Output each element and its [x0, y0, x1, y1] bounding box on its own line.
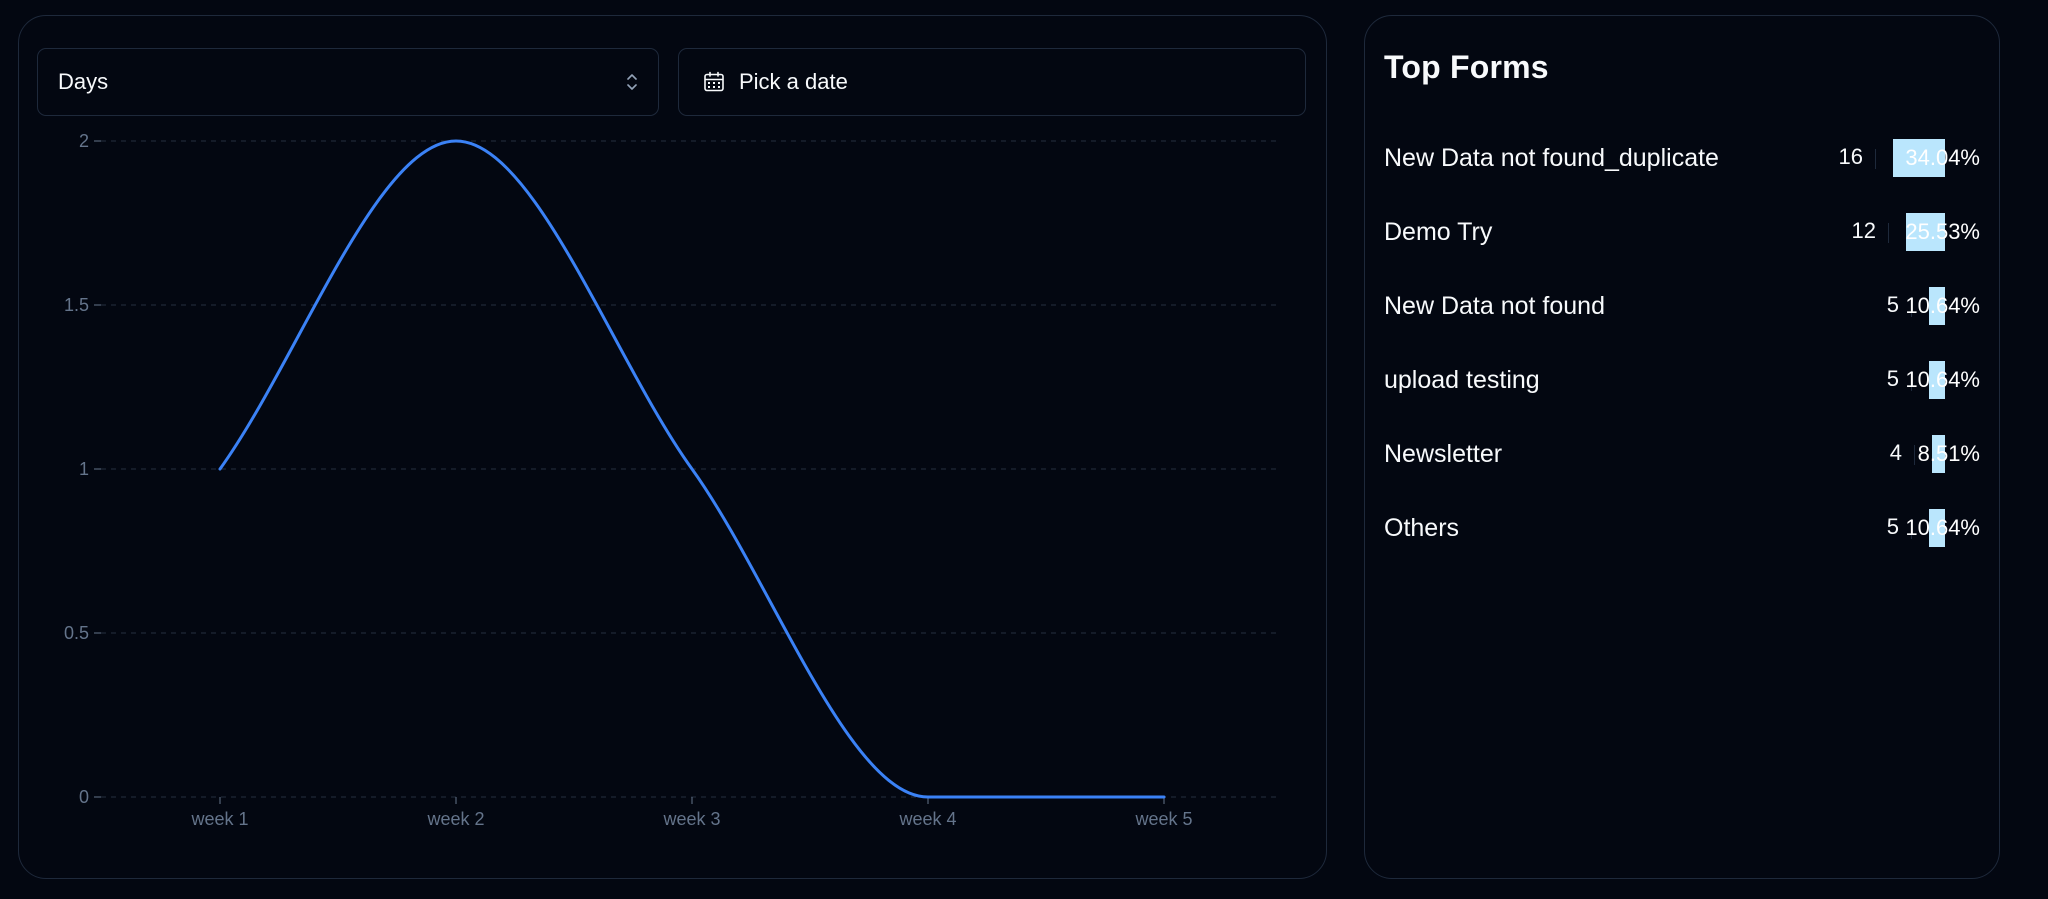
top-form-percent: 10.64% — [1905, 293, 1980, 318]
top-forms-title: Top Forms — [1384, 49, 1549, 85]
top-form-percent: 10.64% — [1905, 367, 1980, 392]
top-form-share-bar — [1932, 435, 1945, 473]
y-tick-label: 1.5 — [64, 295, 89, 315]
top-form-count: 12 — [1851, 218, 1876, 243]
calendar-icon — [703, 71, 725, 93]
top-form-row: Demo Try 12 25.53% — [1384, 213, 1980, 253]
top-form-row: New Data not found 5 10.64% — [1384, 287, 1980, 327]
top-form-name: upload testing — [1384, 366, 1540, 394]
top-form-name: New Data not found_duplicate — [1384, 144, 1719, 172]
x-tick-label: week 5 — [1134, 809, 1192, 829]
chevron-up-down-icon — [626, 73, 638, 91]
top-form-count: 4 — [1889, 440, 1902, 465]
y-tick-label: 0.5 — [64, 623, 89, 643]
top-form-divider — [1888, 223, 1889, 243]
y-tick-label: 0 — [79, 787, 89, 807]
top-form-row: New Data not found_duplicate 16 34.04% — [1384, 139, 1980, 179]
top-form-divider — [1911, 519, 1912, 539]
top-form-name: New Data not found — [1384, 292, 1605, 320]
date-picker-label: Pick a date — [739, 69, 848, 94]
top-form-count: 16 — [1838, 144, 1863, 169]
top-form-divider — [1911, 371, 1912, 391]
top-form-row: Newsletter 4 8.51% — [1384, 435, 1980, 475]
x-tick-label: week 2 — [426, 809, 484, 829]
x-tick-label: week 1 — [190, 809, 248, 829]
x-tick-label: week 4 — [898, 809, 956, 829]
top-form-percent: 34.04% — [1905, 145, 1980, 170]
top-form-divider — [1914, 445, 1915, 465]
top-form-divider — [1875, 149, 1876, 169]
top-form-count: 5 — [1886, 292, 1899, 317]
top-form-row: upload testing 5 10.64% — [1384, 361, 1980, 401]
top-form-row: Others 5 10.64% — [1384, 509, 1980, 549]
line-chart: 0 0.5 1 1.5 2 week 1 week 2 week 3 week 4 week 5 — [64, 131, 1279, 829]
top-forms-card: Top Forms New Data not found_duplicate 16… — [1364, 15, 2000, 879]
top-form-count: 5 — [1886, 514, 1899, 539]
top-form-share-bar — [1929, 509, 1945, 547]
x-tick-label: week 3 — [662, 809, 720, 829]
top-form-share-bar — [1893, 139, 1945, 177]
series-line — [218, 139, 1166, 799]
top-form-count: 5 — [1886, 366, 1899, 391]
top-form-name: Demo Try — [1384, 218, 1493, 246]
date-picker-button[interactable]: Pick a date — [678, 48, 1306, 116]
period-select[interactable]: Days — [37, 48, 659, 116]
top-form-percent: 10.64% — [1905, 515, 1980, 540]
top-form-percent: 8.51% — [1917, 441, 1980, 466]
top-form-name: Others — [1384, 514, 1460, 542]
top-form-name: Newsletter — [1384, 440, 1503, 468]
top-form-share-bar — [1929, 361, 1945, 399]
period-select-value: Days — [58, 69, 109, 94]
top-form-share-bar — [1906, 213, 1945, 251]
y-tick-label: 2 — [79, 131, 89, 151]
top-form-divider — [1911, 297, 1912, 317]
top-form-percent: 25.53% — [1905, 219, 1980, 244]
chart-card: Days Pick a date 0 0.5 1 1.5 2 week 1 week 2 we… — [18, 15, 1327, 879]
top-form-share-bar — [1929, 287, 1945, 325]
y-tick-label: 1 — [79, 459, 89, 479]
